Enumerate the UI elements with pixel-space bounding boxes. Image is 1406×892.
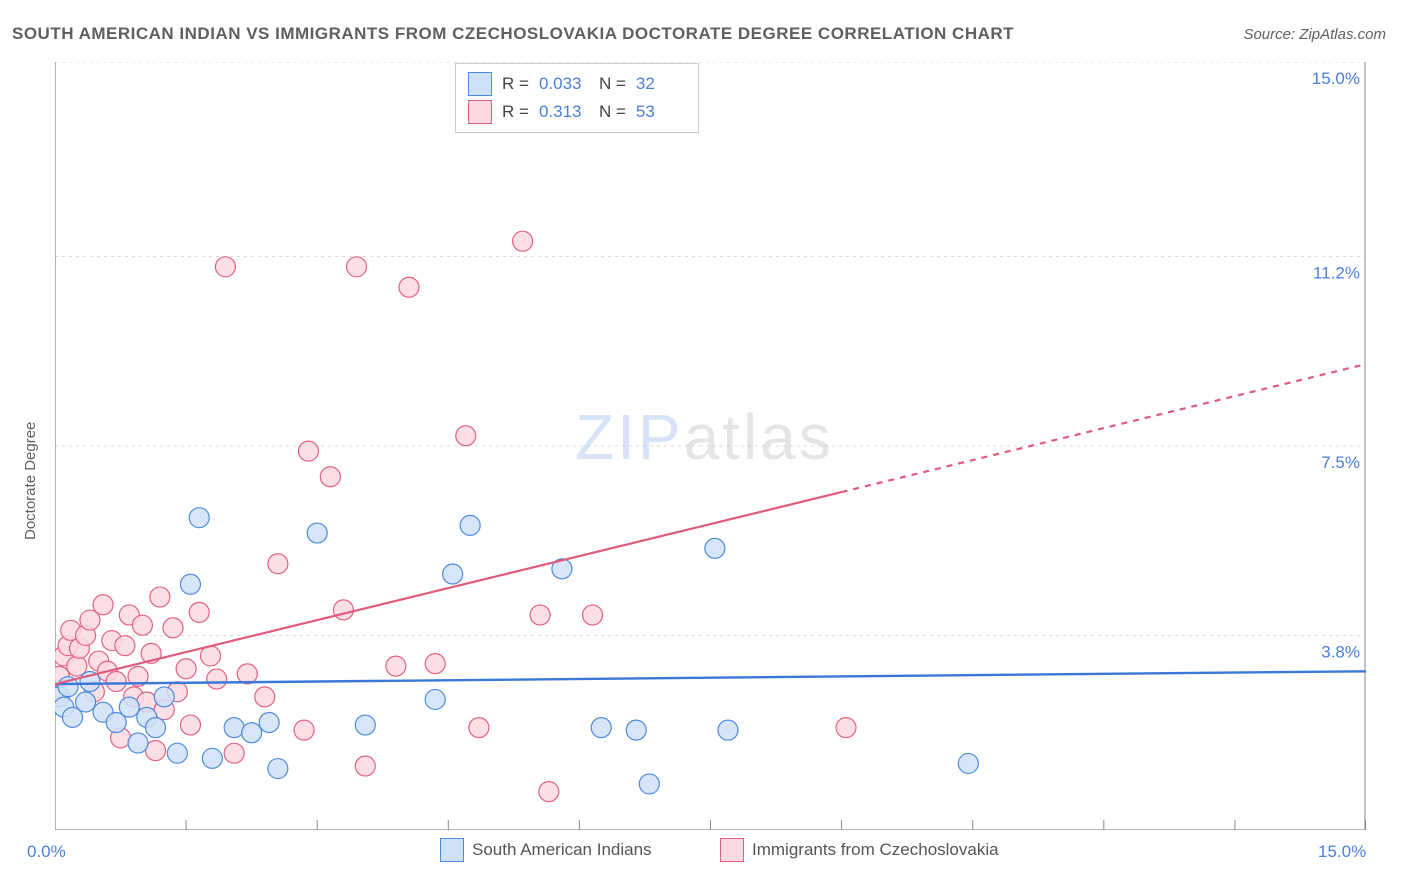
data-point-blue — [189, 508, 209, 528]
data-point-blue — [259, 712, 279, 732]
data-point-blue — [119, 697, 139, 717]
y-grid-label: 3.8% — [1321, 642, 1360, 661]
x-axis-max-label: 15.0% — [1318, 842, 1366, 862]
stat-r-label: R = — [502, 70, 529, 98]
data-point-pink — [163, 618, 183, 638]
data-point-pink — [93, 595, 113, 615]
legend-swatch-pink — [720, 838, 744, 862]
source-label: Source: ZipAtlas.com — [1243, 26, 1386, 43]
data-point-pink — [180, 715, 200, 735]
legend-item-blue: South American Indians — [440, 838, 652, 862]
data-point-pink — [583, 605, 603, 625]
data-point-pink — [224, 743, 244, 763]
chart-title: SOUTH AMERICAN INDIAN VS IMMIGRANTS FROM… — [12, 24, 1014, 44]
watermark-atlas: atlas — [684, 401, 834, 473]
data-point-pink — [836, 718, 856, 738]
data-point-blue — [460, 515, 480, 535]
data-point-pink — [189, 602, 209, 622]
y-axis-label: Doctorate Degree — [22, 422, 39, 540]
data-point-blue — [224, 718, 244, 738]
data-point-blue — [167, 743, 187, 763]
data-point-blue — [242, 723, 262, 743]
data-point-blue — [443, 564, 463, 584]
stat-legend: R = 0.033 N = 32 R = 0.313 N = 53 — [455, 63, 699, 133]
data-point-pink — [386, 656, 406, 676]
legend-item-pink: Immigrants from Czechoslovakia — [720, 838, 999, 862]
stat-n-val-pink: 53 — [636, 98, 686, 126]
stat-swatch-pink — [468, 100, 492, 124]
data-point-blue — [355, 715, 375, 735]
stat-row-pink: R = 0.313 N = 53 — [468, 98, 686, 126]
data-point-blue — [76, 692, 96, 712]
regression-line-pink-dashed — [842, 364, 1366, 492]
data-point-pink — [215, 257, 235, 277]
data-point-pink — [298, 441, 318, 461]
legend-label-pink: Immigrants from Czechoslovakia — [752, 840, 999, 860]
data-point-pink — [115, 636, 135, 656]
legend-label-blue: South American Indians — [472, 840, 652, 860]
data-point-pink — [106, 672, 126, 692]
data-point-pink — [237, 664, 257, 684]
data-point-blue — [958, 753, 978, 773]
data-point-pink — [399, 277, 419, 297]
data-point-pink — [513, 231, 533, 251]
data-point-blue — [154, 687, 174, 707]
data-point-blue — [591, 718, 611, 738]
data-point-blue — [146, 718, 166, 738]
data-point-pink — [268, 554, 288, 574]
stat-row-blue: R = 0.033 N = 32 — [468, 70, 686, 98]
data-point-blue — [202, 748, 222, 768]
data-point-pink — [294, 720, 314, 740]
y-grid-label: 11.2% — [1313, 264, 1360, 283]
y-grid-label: 15.0% — [1312, 69, 1360, 88]
data-point-blue — [180, 574, 200, 594]
regression-line-pink — [55, 492, 842, 684]
data-point-pink — [355, 756, 375, 776]
data-point-pink — [333, 600, 353, 620]
data-point-pink — [347, 257, 367, 277]
data-point-pink — [469, 718, 489, 738]
watermark-zip: ZIP — [575, 401, 684, 473]
stat-r-val-pink: 0.313 — [539, 98, 589, 126]
data-point-blue — [626, 720, 646, 740]
data-point-pink — [150, 587, 170, 607]
data-point-blue — [268, 759, 288, 779]
data-point-pink — [456, 426, 476, 446]
legend-swatch-blue — [440, 838, 464, 862]
data-point-pink — [207, 669, 227, 689]
data-point-pink — [132, 615, 152, 635]
data-point-pink — [530, 605, 550, 625]
data-point-pink — [255, 687, 275, 707]
data-point-blue — [705, 538, 725, 558]
data-point-blue — [425, 689, 445, 709]
data-point-blue — [128, 733, 148, 753]
y-grid-label: 7.5% — [1321, 453, 1360, 472]
data-point-pink — [539, 782, 559, 802]
watermark: ZIPatlas — [575, 400, 834, 474]
stat-r-val-blue: 0.033 — [539, 70, 589, 98]
stat-n-label: N = — [599, 98, 626, 126]
stat-swatch-blue — [468, 72, 492, 96]
data-point-pink — [176, 659, 196, 679]
stat-n-label: N = — [599, 70, 626, 98]
data-point-pink — [425, 654, 445, 674]
data-point-blue — [718, 720, 738, 740]
stat-r-label: R = — [502, 98, 529, 126]
data-point-pink — [320, 467, 340, 487]
data-point-blue — [307, 523, 327, 543]
stat-n-val-blue: 32 — [636, 70, 686, 98]
x-axis-origin-label: 0.0% — [27, 842, 66, 862]
data-point-blue — [639, 774, 659, 794]
